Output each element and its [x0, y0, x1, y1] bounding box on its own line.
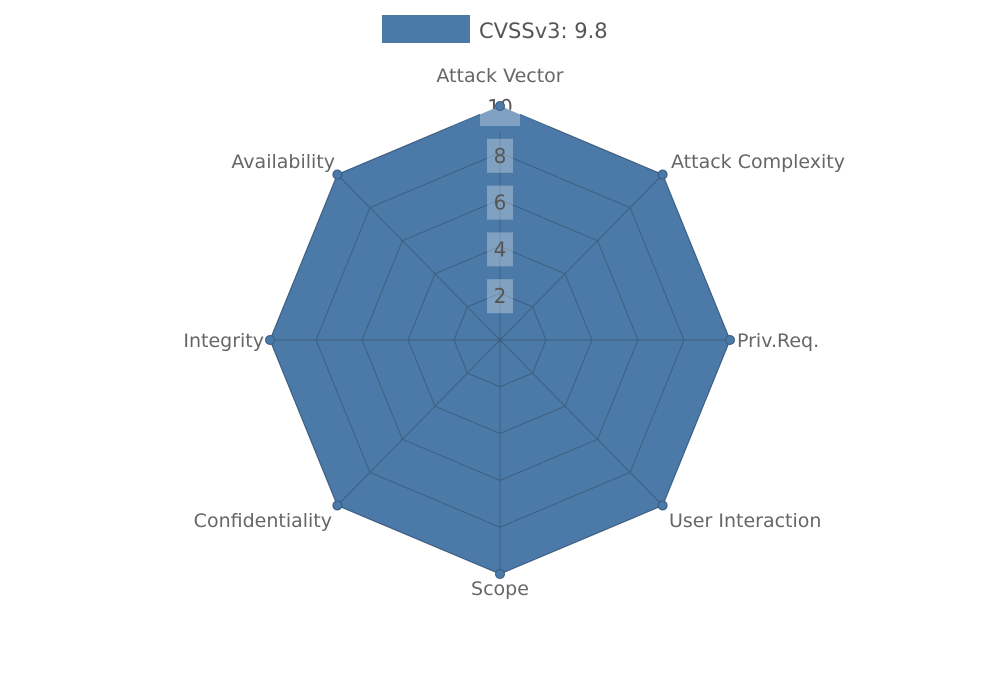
tick-box-10-band — [480, 109, 520, 126]
axis-label-attack-vector: Attack Vector — [436, 65, 563, 87]
grid-spoke — [337, 174, 501, 341]
vertex-dot — [657, 500, 668, 511]
vertex-dot — [657, 169, 668, 180]
apex-vertex-dot — [495, 101, 505, 111]
axis-label-attack-complexity: Attack Complexity — [671, 151, 845, 173]
tick-label-8: 8 — [494, 144, 507, 168]
legend-label[interactable]: CVSSv3: 9.8 — [479, 19, 608, 43]
radial-tick-labels: 2 4 6 8 — [487, 138, 513, 314]
legend-swatch[interactable] — [382, 15, 470, 43]
tick-label-6: 6 — [494, 191, 507, 215]
axis-label-priv-req: Priv.Req. — [737, 330, 819, 352]
tick-box-8 — [487, 138, 513, 173]
grid-spoke — [499, 174, 663, 341]
axis-label-confidentiality: Confidentiality — [194, 510, 332, 532]
tick-label-2: 2 — [494, 284, 507, 308]
tick-box-2 — [487, 279, 513, 314]
grid-spoke — [499, 339, 663, 506]
tick-box-6 — [487, 185, 513, 220]
series-apex-overlap — [452, 106, 548, 132]
vertex-dot — [265, 335, 275, 345]
tick-label-4: 4 — [494, 237, 507, 261]
vertex-dot — [495, 569, 505, 579]
grid-spoke — [337, 339, 501, 506]
axis-label-user-interaction: User Interaction — [669, 510, 821, 532]
legend: CVSSv3: 9.8 — [382, 15, 608, 43]
axis-label-availability: Availability — [231, 151, 335, 173]
vertex-dots-layer — [265, 101, 735, 579]
vertex-dot — [332, 169, 343, 180]
radial-tick-label-10-group: 10 — [452, 92, 548, 132]
vertex-dot — [332, 500, 343, 511]
tick-box-4 — [487, 232, 513, 267]
vertex-dot — [725, 335, 735, 345]
axis-labels: Attack Vector Attack Complexity Priv.Req… — [183, 65, 845, 600]
axis-label-scope: Scope — [471, 578, 529, 600]
axis-label-integrity: Integrity — [183, 330, 264, 352]
